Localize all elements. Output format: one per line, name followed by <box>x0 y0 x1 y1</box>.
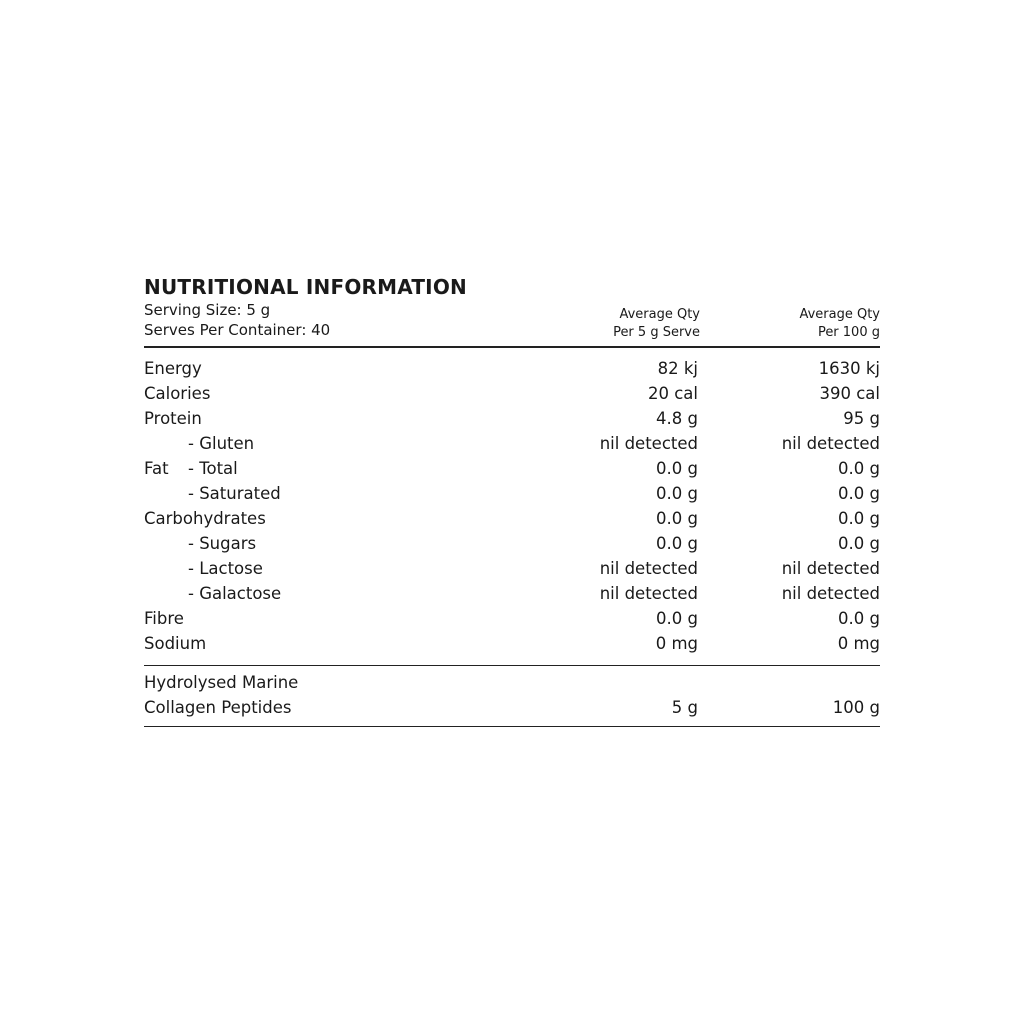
serving-size: Serving Size: 5 g <box>144 301 271 319</box>
serves-per-container: Serves Per Container: 40 <box>144 321 331 339</box>
column-header-line: Per 5 g Serve <box>613 325 700 340</box>
nutrition-panel: NUTRITIONAL INFORMATION Serving Size: 5 … <box>144 274 880 727</box>
nutrient-label: Energy <box>144 359 202 378</box>
value-per-serve: nil detected <box>599 434 698 453</box>
ingredient-name: Collagen Peptides <box>144 698 292 717</box>
value-per-100g: 0.0 g <box>838 509 880 528</box>
value-per-serve: nil detected <box>599 559 698 578</box>
nutrient-label: Carbohydrates <box>144 509 266 528</box>
value-per-100g: 1630 kj <box>818 359 880 378</box>
nutrient-sublabel: - Saturated <box>188 484 281 503</box>
nutrient-label: Fibre <box>144 609 184 628</box>
panel-title: NUTRITIONAL INFORMATION <box>144 275 467 299</box>
nutrient-sublabel: - Total <box>188 459 238 478</box>
value-per-100g: 0.0 g <box>838 459 880 478</box>
column-header-per-100g: Average Qty Per 100 g <box>799 306 880 342</box>
nutrient-row: - Lactose nil detected nil detected <box>144 556 880 581</box>
column-header-line: Per 100 g <box>817 325 880 340</box>
value-per-serve: 20 cal <box>647 384 698 403</box>
nutrient-row: Energy 82 kj 1630 kj <box>144 356 880 381</box>
value-per-100g: 390 cal <box>819 384 880 403</box>
nutrient-row: - Gluten nil detected nil detected <box>144 431 880 456</box>
nutrient-label: Sodium <box>144 634 207 653</box>
divider <box>144 346 880 348</box>
ingredient-name: Hydrolysed Marine <box>144 673 299 692</box>
value-per-serve: 0 mg <box>655 634 698 653</box>
nutrient-label: Fat <box>144 459 169 478</box>
value-per-serve: 0.0 g <box>656 534 698 553</box>
divider <box>144 665 880 666</box>
value-per-serve: 0.0 g <box>656 459 698 478</box>
value-per-100g: 0.0 g <box>838 484 880 503</box>
ingredient-section: Hydrolysed Marine Collagen Peptides 5 g … <box>144 666 880 726</box>
nutrient-row: Fibre 0.0 g 0.0 g <box>144 606 880 631</box>
value-per-serve: 0.0 g <box>656 484 698 503</box>
value-per-100g: 0.0 g <box>838 609 880 628</box>
value-per-100g: nil detected <box>781 584 880 603</box>
nutrient-label: Protein <box>144 409 202 428</box>
value-per-serve: 0.0 g <box>656 609 698 628</box>
value-per-serve: 4.8 g <box>656 409 698 428</box>
value-per-serve: 82 kj <box>657 359 698 378</box>
value-per-serve: 0.0 g <box>656 509 698 528</box>
panel-header: Serving Size: 5 g Serves Per Container: … <box>144 300 880 346</box>
nutrient-sublabel: - Gluten <box>188 434 255 453</box>
nutrient-sublabel: - Lactose <box>188 559 263 578</box>
nutrient-rows: Energy 82 kj 1630 kj Calories 20 cal 390 cal P… <box>144 348 880 665</box>
column-header-line: Average Qty <box>799 307 880 322</box>
column-header-per-serve: Average Qty Per 5 g Serve <box>613 306 700 342</box>
nutrient-row: Fat - Total 0.0 g 0.0 g <box>144 456 880 481</box>
value-per-100g: 0.0 g <box>838 534 880 553</box>
value-per-100g: nil detected <box>781 434 880 453</box>
nutrient-row: - Galactose nil detected nil detected <box>144 581 880 606</box>
nutrient-row: Sodium 0 mg 0 mg <box>144 631 880 656</box>
nutrient-sublabel: - Galactose <box>188 584 282 603</box>
ingredient-per-100g: 100 g <box>832 698 880 717</box>
nutrient-label: Calories <box>144 384 211 403</box>
value-per-serve: nil detected <box>599 584 698 603</box>
nutrient-row: - Saturated 0.0 g 0.0 g <box>144 481 880 506</box>
nutrient-row: Carbohydrates 0.0 g 0.0 g <box>144 506 880 531</box>
nutrient-row: - Sugars 0.0 g 0.0 g <box>144 531 880 556</box>
nutrient-row: Protein 4.8 g 95 g <box>144 406 880 431</box>
divider <box>144 726 880 727</box>
nutrient-sublabel: - Sugars <box>188 534 257 553</box>
nutrient-row: Calories 20 cal 390 cal <box>144 381 880 406</box>
ingredient-per-serve: 5 g <box>671 698 698 717</box>
column-header-line: Average Qty <box>619 307 700 322</box>
value-per-100g: nil detected <box>781 559 880 578</box>
value-per-100g: 0 mg <box>837 634 880 653</box>
value-per-100g: 95 g <box>843 409 880 428</box>
